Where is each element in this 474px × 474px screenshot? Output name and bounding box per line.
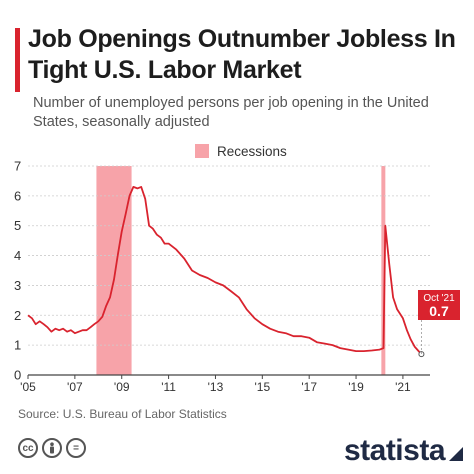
y-tick-label: 7 (14, 159, 21, 174)
chart-title: Job Openings Outnumber Jobless In Tight … (28, 25, 456, 84)
x-tick-label: '09 (114, 380, 130, 394)
legend-label-recessions: Recessions (217, 143, 287, 159)
license-icons: cc = (18, 438, 86, 458)
person-icon (42, 438, 62, 458)
recession-band-0 (96, 166, 132, 375)
series-line (27, 186, 423, 355)
equals-icon: = (66, 438, 86, 458)
x-tick-label: '15 (254, 380, 270, 394)
y-tick-label: 3 (14, 278, 21, 293)
footer: cc = statista (0, 428, 474, 474)
cc-icon: cc (18, 438, 38, 458)
annotation-value: 0.7 (429, 303, 449, 319)
last-data-point (418, 351, 425, 358)
brand-name: statista (343, 434, 446, 467)
y-tick-label: 5 (14, 218, 21, 233)
y-tick-label: 1 (14, 338, 21, 353)
y-tick-label: 6 (14, 188, 21, 203)
x-tick-label: '11 (161, 380, 176, 394)
source-note: Source: U.S. Bureau of Labor Statistics (18, 407, 227, 421)
x-tick-label: '05 (20, 380, 36, 394)
brand-mark-icon (449, 447, 463, 461)
x-tick-label: '21 (395, 380, 411, 394)
x-tick-label: '13 (208, 380, 224, 394)
x-tick-label: '07 (67, 380, 83, 394)
x-tick-label: '19 (348, 380, 364, 394)
annotation-box (418, 290, 460, 320)
x-tick-label: '17 (301, 380, 317, 394)
annotation-date: Oct '21 (423, 293, 455, 304)
title-accent-bar (15, 28, 20, 92)
legend: Recessions (195, 142, 287, 160)
recession-band-1 (381, 166, 386, 375)
brand-logo[interactable]: statista (344, 434, 464, 468)
y-tick-label: 2 (14, 308, 21, 323)
y-tick-label: 0 (14, 368, 21, 383)
chart-subtitle: Number of unemployed persons per job ope… (33, 95, 429, 130)
y-tick-label: 4 (14, 248, 21, 263)
recession-swatch (195, 144, 209, 158)
